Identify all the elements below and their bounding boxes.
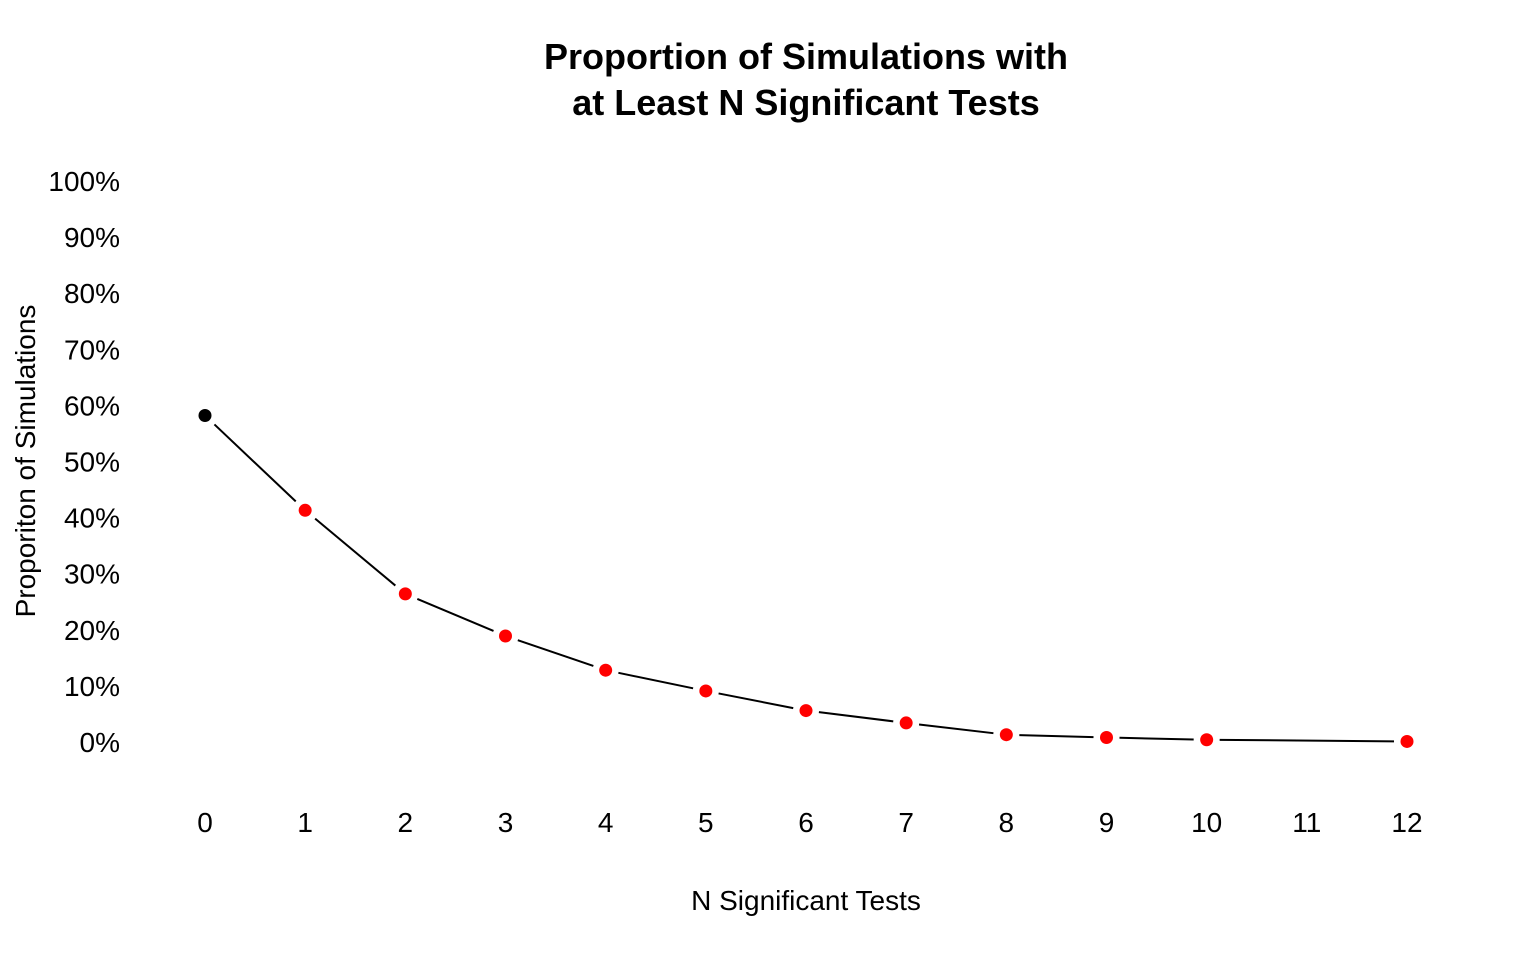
series-line-segment (618, 671, 694, 690)
x-tick-label: 2 (398, 807, 414, 838)
series-line-segment (1219, 738, 1395, 743)
y-tick-label: 30% (64, 559, 120, 590)
data-point (599, 663, 613, 677)
chart-title-line-2: at Least N Significant Tests (572, 82, 1039, 123)
data-point (1200, 733, 1214, 747)
x-tick-label: 0 (197, 807, 213, 838)
series-line-segment (918, 723, 994, 735)
series-line-segment (1019, 734, 1094, 739)
chart-title-line-1: Proportion of Simulations with (544, 36, 1068, 77)
data-point (1400, 734, 1414, 748)
x-tick-label: 6 (798, 807, 814, 838)
series-line (213, 423, 1395, 743)
y-tick-label: 40% (64, 503, 120, 534)
data-point (198, 408, 212, 422)
x-tick-label: 8 (999, 807, 1015, 838)
y-tick-label: 100% (48, 166, 120, 197)
data-point (999, 728, 1013, 742)
chart-title: Proportion of Simulations with at Least … (544, 36, 1068, 123)
y-tick-label: 90% (64, 222, 120, 253)
x-axis-ticks: 0 1 2 3 4 5 6 7 8 9 10 11 12 (197, 807, 1422, 838)
series-line-segment (818, 711, 894, 723)
series-line-segment (314, 517, 396, 587)
x-tick-label: 9 (1099, 807, 1115, 838)
x-tick-label: 5 (698, 807, 714, 838)
series-line-segment (1119, 736, 1194, 741)
y-axis-label: Proporiton of Simulations (10, 305, 41, 618)
data-point (1100, 731, 1113, 745)
x-tick-label: 3 (498, 807, 514, 838)
series-line-segment (517, 639, 594, 667)
data-point (799, 704, 813, 718)
series-points (198, 408, 1414, 748)
y-tick-label: 20% (64, 615, 120, 646)
y-tick-label: 50% (64, 447, 120, 478)
x-tick-label: 11 (1292, 807, 1321, 838)
series-line-segment (213, 423, 297, 503)
x-tick-label: 4 (598, 807, 614, 838)
data-point (298, 503, 312, 517)
x-tick-label: 10 (1191, 807, 1222, 838)
series-line-segment (416, 598, 494, 632)
y-tick-label: 10% (64, 671, 120, 702)
y-tick-label: 80% (64, 278, 120, 309)
data-point (499, 629, 512, 643)
y-axis-ticks: 0% 10% 20% 30% 40% 50% 60% 70% 80% 90% 100% (48, 166, 120, 758)
data-point (398, 587, 412, 601)
y-tick-label: 70% (64, 334, 120, 365)
x-tick-label: 12 (1391, 807, 1422, 838)
y-tick-label: 60% (64, 390, 120, 421)
data-point (699, 684, 713, 698)
series-line-segment (718, 692, 794, 710)
x-tick-label: 7 (898, 807, 914, 838)
x-axis-label: N Significant Tests (691, 885, 921, 916)
x-tick-label: 1 (297, 807, 313, 838)
y-tick-label: 0% (80, 727, 120, 758)
data-point (899, 716, 913, 730)
